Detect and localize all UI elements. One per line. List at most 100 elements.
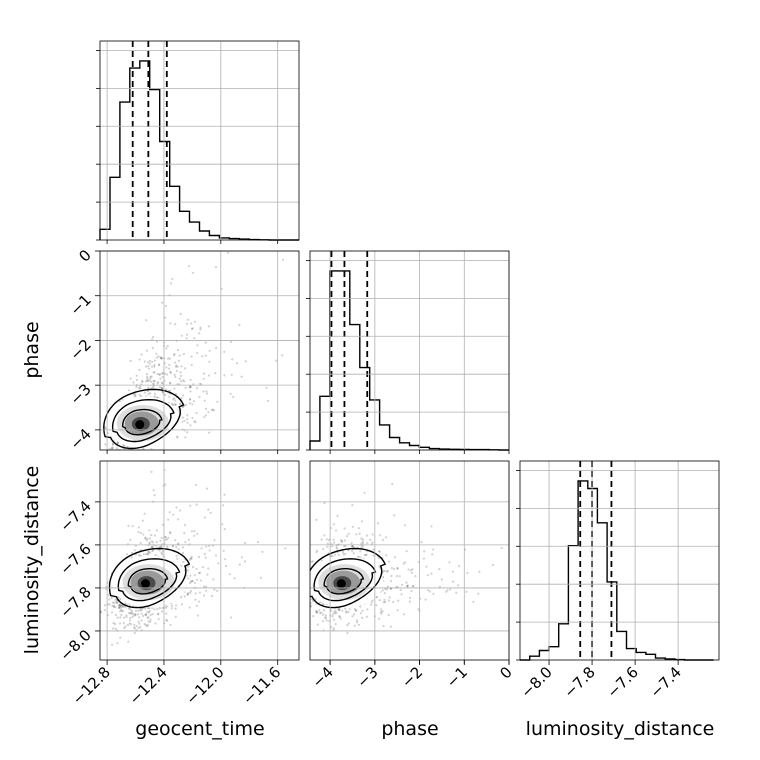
- panel-geocent-time-vs-phase-point: [164, 393, 167, 397]
- panel-geocent-time-vs-luminosity-distance-point: [170, 604, 173, 607]
- panel-geocent-time-vs-phase-point: [204, 354, 207, 357]
- panel-phase-vs-luminosity-distance-point: [440, 578, 443, 581]
- panel-geocent-time-vs-luminosity-distance-point: [127, 612, 131, 615]
- panel-geocent-time-vs-luminosity-distance-density-4: [140, 579, 150, 589]
- panel-phase-vs-luminosity-distance-point: [328, 538, 331, 542]
- panel-phase-vs-luminosity-distance-contour-1: [313, 558, 377, 602]
- panel-phase-vs-luminosity-distance-point: [405, 550, 408, 553]
- panel-phase-vs-luminosity-distance-point: [360, 545, 363, 548]
- panel-geocent-time-vs-phase-point: [165, 366, 168, 369]
- panel-geocent-time-vs-phase-point: [111, 442, 115, 445]
- panel-geocent-time-vs-luminosity-distance-point: [125, 614, 128, 617]
- panel-geocent-time-vs-phase-point: [157, 363, 161, 366]
- panel-geocent-time-vs-luminosity-distance-point: [139, 626, 142, 629]
- panel-geocent-time-vs-luminosity-distance-point: [119, 606, 122, 609]
- panel-geocent-time-vs-luminosity-distance-point: [114, 623, 117, 626]
- panel-geocent-time-vs-luminosity-distance-point: [147, 616, 150, 619]
- panel-phase-vs-luminosity-distance-point: [323, 534, 326, 537]
- panel-phase-vs-luminosity-distance-point: [326, 542, 329, 545]
- panel-geocent-time-vs-luminosity-distance-point: [257, 541, 260, 544]
- panel-geocent-time-vs-luminosity-distance-point: [122, 610, 125, 613]
- panel-phase-vs-luminosity-distance-point: [431, 553, 434, 556]
- panel-phase-vs-luminosity-distance-point: [332, 627, 336, 630]
- panel-geocent-time-vs-luminosity-distance-point: [164, 536, 167, 539]
- panel-geocent-time-vs-luminosity-distance-point: [223, 528, 226, 531]
- panel-phase-vs-luminosity-distance-point: [424, 598, 427, 601]
- panel-geocent-time-vs-luminosity-distance-frame: [99, 460, 300, 661]
- panel-geocent-time-vs-luminosity-distance-point: [126, 623, 129, 627]
- panel-geocent-time-vs-luminosity-distance-point: [225, 564, 228, 568]
- panel-geocent-time-vs-phase-point: [213, 409, 216, 412]
- panel-geocent-time-vs-luminosity-distance-point: [164, 535, 167, 539]
- panel-geocent-time-vs-phase-point: [177, 359, 180, 362]
- panel-geocent-time-vs-luminosity-distance-point: [209, 511, 212, 514]
- panel-geocent-time-vs-phase-point: [108, 447, 111, 450]
- panel-geocent-time-vs-phase-point: [111, 446, 114, 449]
- panel-geocent-time-vs-luminosity-distance-point: [166, 545, 169, 548]
- panel-phase-vs-luminosity-distance-point: [357, 527, 360, 530]
- panel-geocent-time-vs-luminosity-distance-point: [187, 592, 190, 595]
- panel-geocent-time-vs-phase-point: [179, 402, 182, 405]
- panel-geocent-time-vs-luminosity-distance-point: [130, 609, 133, 613]
- panel-phase-vs-luminosity-distance-point: [342, 551, 345, 555]
- panel-geocent-time-vs-phase-point: [132, 393, 135, 396]
- panel-phase-vs-luminosity-distance-point: [393, 568, 396, 571]
- panel-phase-vs-luminosity-distance-point: [478, 570, 481, 573]
- panel-geocent-time-vs-luminosity-distance-point: [190, 530, 193, 533]
- panel-phase-vs-luminosity-distance-point: [381, 589, 384, 592]
- panel-phase-vs-luminosity-distance-point: [340, 540, 343, 544]
- panel-geocent-time-vs-phase-point: [281, 354, 284, 357]
- panel-phase-vs-luminosity-distance-point: [330, 626, 333, 629]
- panel-phase-vs-luminosity-distance-point: [399, 588, 402, 592]
- panel-phase-vs-luminosity-distance-point: [362, 538, 365, 541]
- panel-geocent-time-vs-luminosity-distance-point: [142, 533, 145, 536]
- panel-geocent-time-vs-phase-point: [165, 305, 168, 308]
- panel-geocent-time-vs-luminosity-distance-point: [108, 598, 111, 601]
- panel-geocent-time-vs-luminosity-distance-point: [177, 548, 180, 551]
- panel-geocent-time-vs-luminosity-distance-point: [206, 573, 209, 576]
- panel-phase-vs-luminosity-distance-point: [410, 571, 413, 574]
- panel-geocent-time-vs-luminosity-distance-point: [180, 596, 183, 599]
- panel-geocent-time-vs-luminosity-distance-point: [137, 609, 140, 612]
- panel-phase-vs-luminosity-distance-point: [331, 545, 334, 548]
- panel-phase-vs-luminosity-distance-point: [477, 592, 480, 595]
- panel-phase-vs-luminosity-distance-point: [380, 612, 383, 615]
- panel-phase-vs-luminosity-distance-point: [366, 542, 369, 545]
- panel-geocent-time-vs-luminosity-distance-point: [165, 538, 169, 541]
- hist-phase-frame: [309, 250, 510, 451]
- panel-phase-vs-luminosity-distance-point: [363, 554, 366, 557]
- panel-phase-vs-luminosity-distance-point: [430, 572, 433, 575]
- panel-geocent-time-vs-luminosity-distance-point: [144, 536, 147, 539]
- panel-geocent-time-vs-luminosity-distance-point: [188, 606, 191, 609]
- panel-geocent-time-vs-luminosity-distance-point: [195, 567, 198, 571]
- panel-phase-vs-luminosity-distance-point: [408, 600, 411, 603]
- panel-phase-vs-luminosity-distance-point: [387, 599, 390, 602]
- panel-geocent-time-vs-luminosity-distance-point: [161, 553, 164, 556]
- panel-geocent-time-vs-phase-point: [122, 444, 125, 447]
- panel-geocent-time-vs-phase-point: [149, 377, 152, 380]
- panel-geocent-time-vs-luminosity-distance-point: [195, 503, 198, 506]
- panel-geocent-time-vs-luminosity-distance-point: [213, 539, 216, 542]
- panel-geocent-time-vs-luminosity-distance-point: [207, 567, 210, 570]
- panel-geocent-time-vs-phase-point: [153, 395, 156, 398]
- panel-geocent-time-vs-luminosity-distance-point: [198, 571, 202, 574]
- panel-phase-vs-luminosity-distance-point: [351, 544, 354, 548]
- panel-geocent-time-vs-phase-point: [153, 365, 156, 368]
- panel-geocent-time-vs-luminosity-distance-point: [203, 516, 207, 519]
- panel-phase-vs-luminosity-distance-density-4: [336, 579, 346, 589]
- panel-geocent-time-vs-phase-point: [176, 383, 179, 386]
- panel-geocent-time-vs-luminosity-distance-point: [164, 538, 167, 541]
- panel-geocent-time-vs-luminosity-distance-point: [259, 576, 262, 579]
- panel-phase-vs-luminosity-distance-point: [406, 585, 409, 588]
- panel-geocent-time-vs-luminosity-distance-point: [208, 544, 211, 548]
- panel-geocent-time-vs-luminosity-distance-contour-0: [108, 547, 191, 609]
- panel-phase-vs-luminosity-distance-point: [395, 575, 398, 578]
- panel-geocent-time-vs-phase-point: [156, 382, 159, 385]
- panel-geocent-time-vs-phase-point: [150, 360, 154, 363]
- ylabel-luminosity-distance: luminosity_distance: [21, 466, 43, 655]
- panel-geocent-time-vs-luminosity-distance-point: [129, 616, 132, 619]
- panel-phase-vs-luminosity-distance-point: [355, 621, 359, 624]
- panel-phase-vs-luminosity-distance-point: [338, 608, 341, 611]
- panel-geocent-time-vs-luminosity-distance-point: [155, 529, 158, 532]
